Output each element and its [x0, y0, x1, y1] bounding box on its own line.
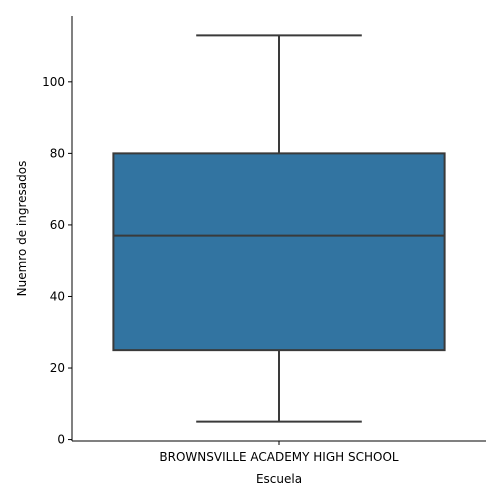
y-tick-label: 100: [42, 75, 65, 89]
x-tick-label: BROWNSVILLE ACADEMY HIGH SCHOOL: [159, 450, 399, 464]
y-tick-label: 40: [50, 289, 65, 303]
y-tick-label: 80: [50, 146, 65, 160]
plot-area: [112, 34, 446, 423]
y-tick-label: 60: [50, 218, 65, 232]
y-tick-label: 0: [57, 433, 65, 447]
x-axis-title: Escuela: [256, 472, 302, 486]
x-axis: BROWNSVILLE ACADEMY HIGH SCHOOL: [72, 440, 486, 464]
y-axis-title: Nuemro de ingresados: [15, 161, 29, 297]
y-axis: 0 20 40 60 80 100: [42, 16, 73, 447]
iqr-box: [112, 152, 446, 352]
y-tick-label: 20: [50, 361, 65, 375]
